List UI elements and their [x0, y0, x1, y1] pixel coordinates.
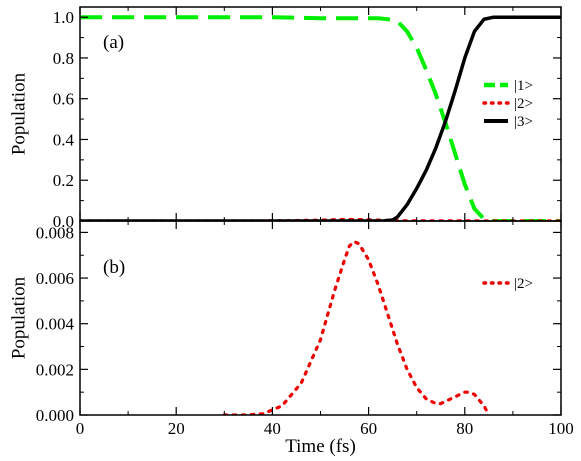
panel-b-series-line-1: [222, 239, 491, 415]
y-tick-label: 0.6: [53, 90, 74, 109]
x-axis-title: Time (fs): [285, 436, 356, 457]
x-tick-label: 80: [456, 419, 473, 438]
panel-a: 0.0 0.2 0.4 0.6 0.8 1.0 (a) Population |1> |2>…: [8, 6, 562, 231]
legend-label: |2>: [514, 276, 533, 292]
panel-a-legend: |1> |2> |3>: [482, 78, 533, 130]
y-tick-label: 0.8: [53, 49, 74, 68]
y-tick-label: 0.2: [53, 171, 74, 190]
y-tick-label: 0.0: [53, 212, 74, 231]
panel-a-series-line-1: [80, 15, 561, 221]
panel-a-y-axis-title: Population: [8, 72, 29, 155]
y-tick-label: 0.4: [53, 130, 75, 149]
x-tick-label: 20: [168, 419, 185, 438]
y-tick-label: 0.006: [36, 269, 74, 288]
x-tick-label: 0: [76, 419, 85, 438]
y-tick-label: 0.008: [36, 223, 74, 242]
x-tick-label: 40: [264, 419, 281, 438]
panel-a-frame: [79, 6, 562, 222]
panel-b: 0 20 40 60 80 100 0.000 0.002 0.004 0.006 0.008 (b…: [8, 220, 574, 457]
x-tick-label: 60: [360, 419, 377, 438]
legend-label: |2>: [514, 96, 533, 112]
y-tick-label: 0.000: [36, 406, 74, 425]
y-tick-label: 0.002: [36, 360, 74, 379]
legend-label: |3>: [514, 114, 533, 130]
panel-b-frame: [79, 220, 562, 416]
panel-b-legend: |2>: [482, 276, 533, 292]
panel-a-series-line-3: [80, 15, 561, 221]
panel-b-label: (b): [103, 257, 125, 278]
x-tick-label: 100: [548, 419, 574, 438]
panel-a-label: (a): [103, 32, 124, 53]
panel-b-y-axis-title: Population: [8, 276, 29, 359]
legend-label: |1>: [514, 78, 533, 94]
y-tick-label: 1.0: [53, 8, 74, 27]
y-tick-label: 0.004: [36, 315, 75, 334]
